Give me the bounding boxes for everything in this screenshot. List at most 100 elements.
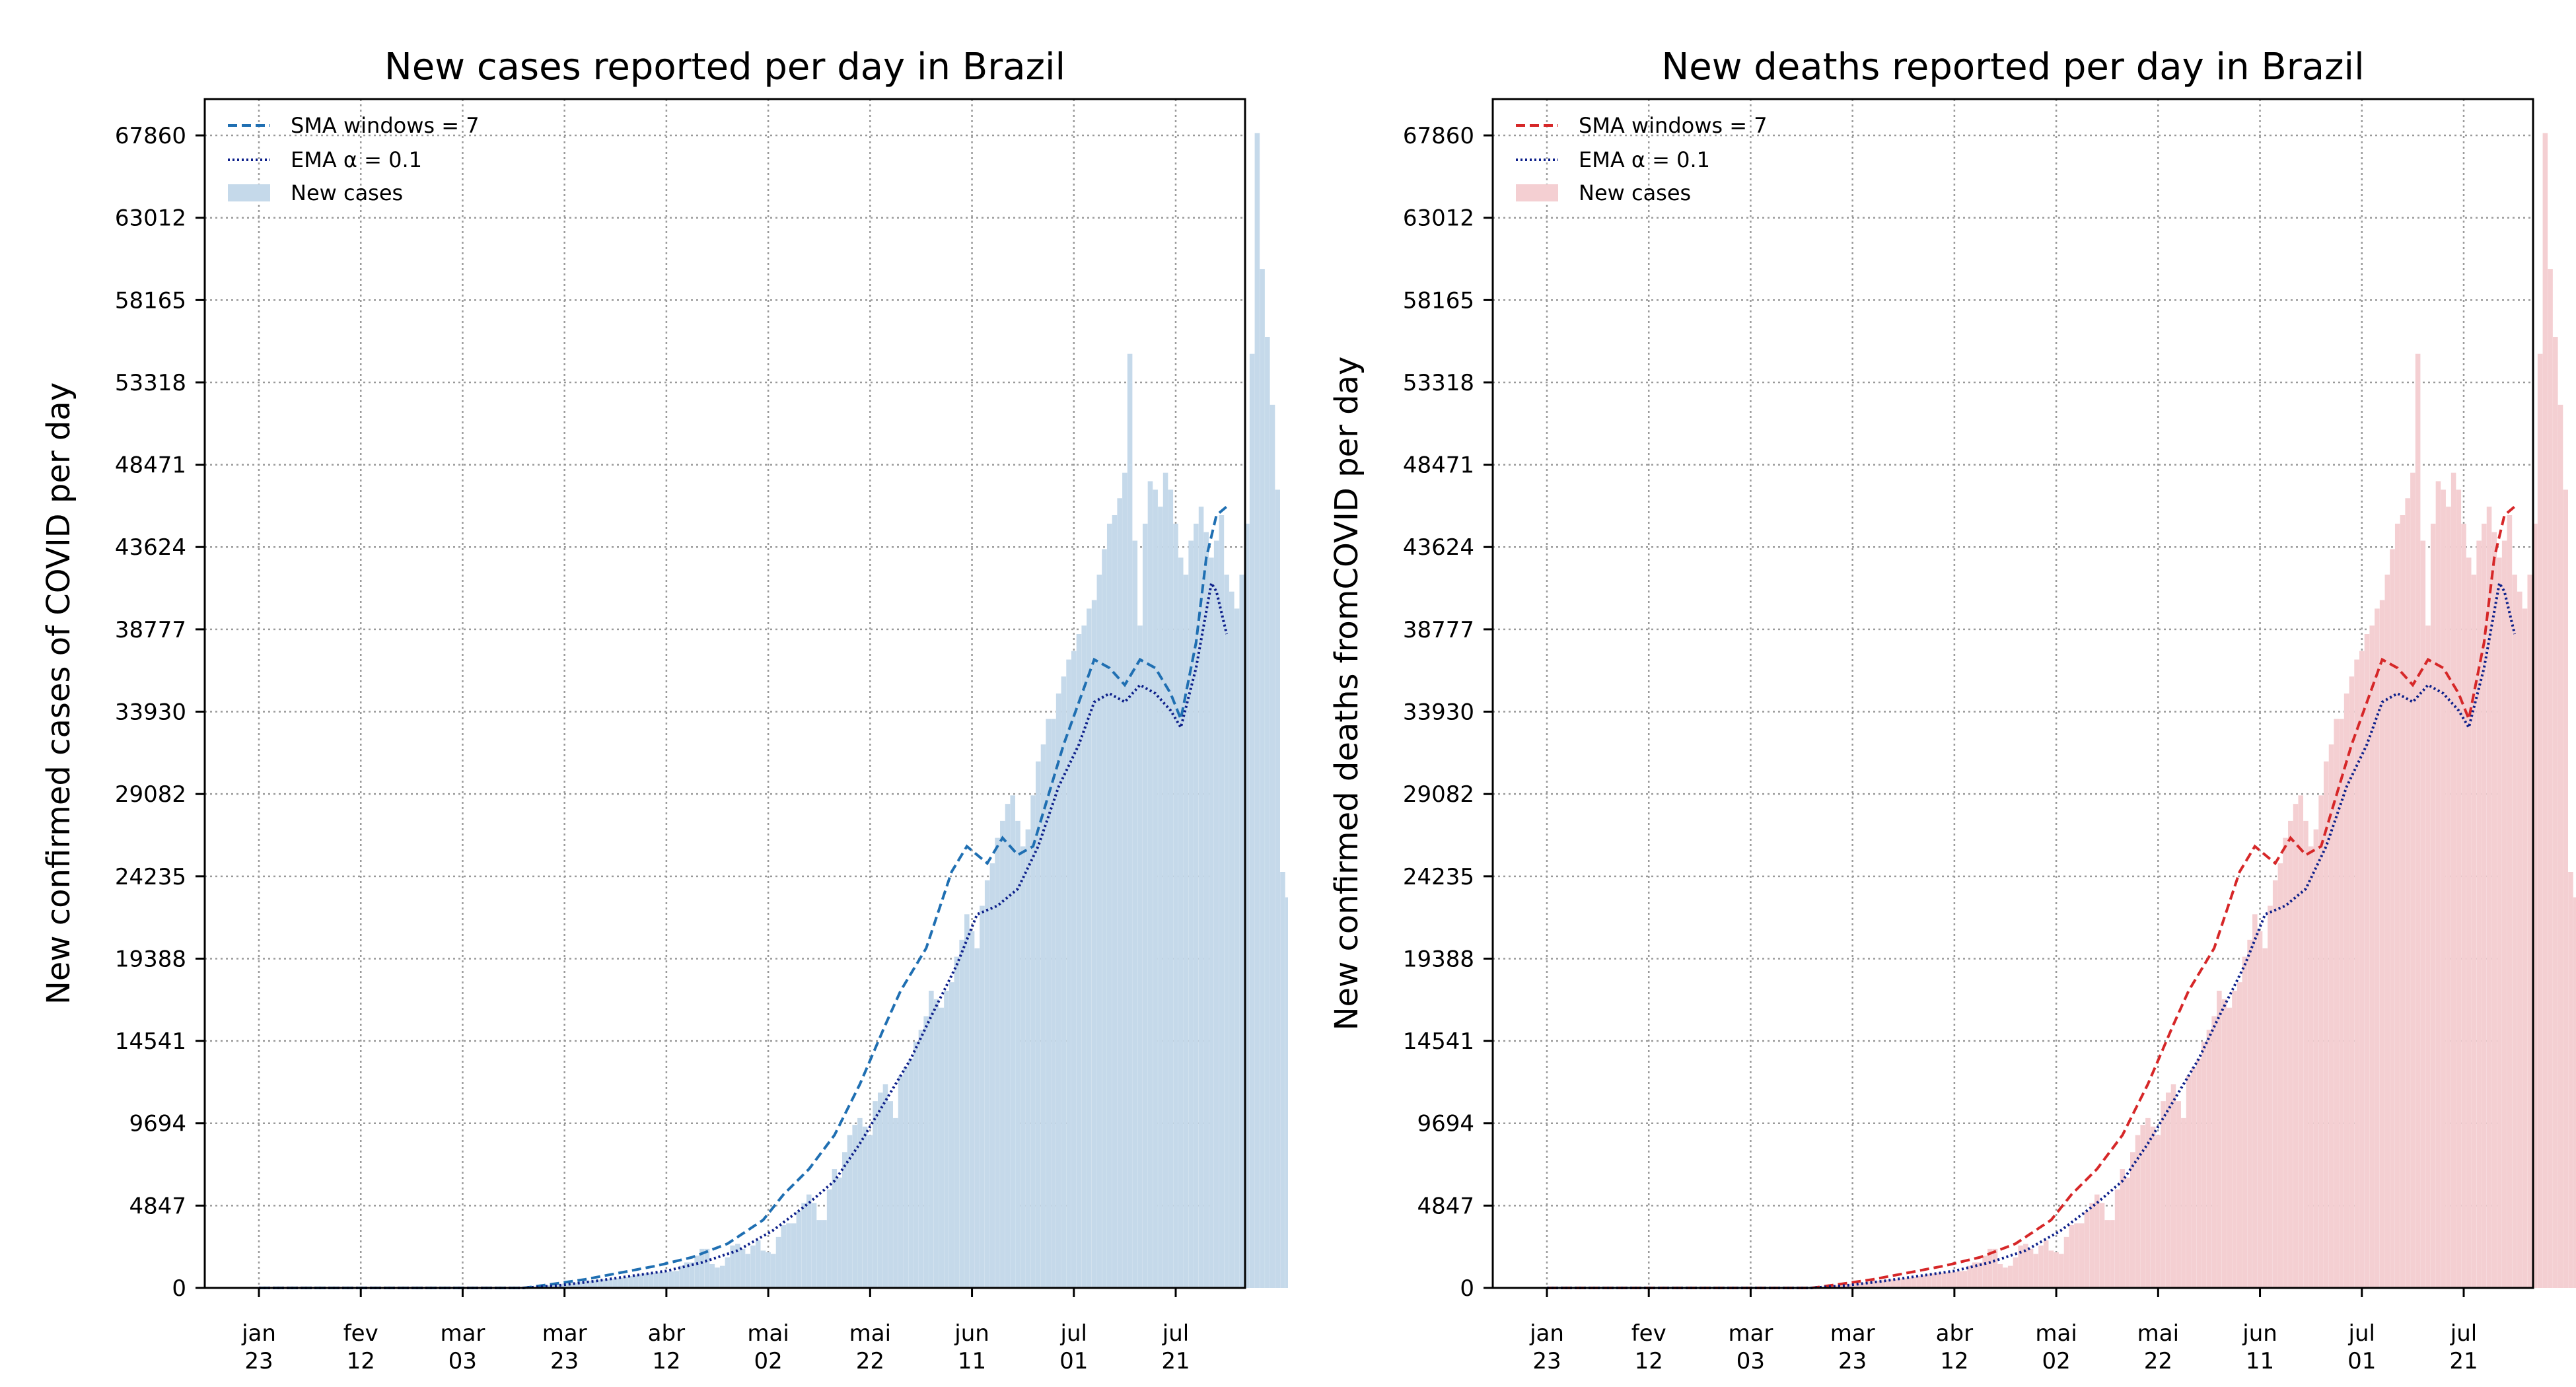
bar <box>1885 1279 1891 1288</box>
bar <box>1249 353 1255 1288</box>
bar <box>2466 557 2472 1289</box>
bar <box>1087 608 1092 1288</box>
bar <box>2242 956 2248 1288</box>
x-tick-label-month: mai <box>747 1320 789 1347</box>
bar <box>1962 1271 1968 1288</box>
x-tick-label-month: fev <box>343 1320 378 1347</box>
bar <box>2048 1250 2054 1288</box>
bar <box>2120 1169 2126 1288</box>
bar <box>964 914 970 1288</box>
bar <box>801 1203 806 1288</box>
x-tick-label-month: jan <box>241 1320 276 1347</box>
bar <box>2272 880 2278 1288</box>
bar <box>1153 489 1158 1288</box>
bar <box>2043 1240 2049 1288</box>
bar <box>2170 1084 2176 1288</box>
bar <box>1030 795 1036 1288</box>
chart-title: New deaths reported per day in Brazil <box>1661 46 2364 89</box>
sma-line <box>259 505 1228 1289</box>
bar <box>913 1042 919 1288</box>
bar <box>1941 1272 1947 1288</box>
bar <box>2018 1245 2023 1288</box>
bar <box>1117 498 1122 1289</box>
bar <box>2497 557 2502 1289</box>
bar <box>826 1189 832 1288</box>
bar <box>1213 540 1219 1288</box>
c0-axes-frame <box>203 98 1246 1289</box>
bar <box>939 1007 945 1288</box>
x-tick-label-day: 02 <box>2042 1348 2070 1374</box>
bar <box>2548 269 2553 1289</box>
bar <box>989 863 995 1288</box>
bar <box>668 1271 674 1288</box>
bar <box>1127 353 1133 1288</box>
bar <box>2262 948 2268 1288</box>
deaths-chart-panel: 0 4847 9694 14541 19388 24235 29082 33930 38777 4… <box>1288 0 2576 1387</box>
y-tick-label: 58165 <box>1403 287 1474 314</box>
bar <box>2456 489 2462 1288</box>
bar <box>1198 507 1204 1289</box>
bar <box>740 1248 746 1288</box>
y-tick-label: 9694 <box>129 1111 186 1137</box>
y-tick-label: 0 <box>1460 1275 1474 1302</box>
bar <box>1224 575 1229 1288</box>
bar <box>618 1277 624 1288</box>
bar <box>694 1256 699 1288</box>
y-tick-label: 33930 <box>1403 699 1474 726</box>
bar <box>2400 515 2406 1288</box>
bar <box>841 1152 847 1288</box>
bar <box>2054 1252 2059 1288</box>
bar <box>2094 1194 2100 1288</box>
x-tick-label-month: mai <box>2137 1320 2179 1347</box>
bar <box>2359 651 2365 1288</box>
y-tick-label: 14541 <box>1403 1028 1474 1055</box>
bar <box>1997 1264 2003 1288</box>
bar <box>597 1279 603 1288</box>
x-tick-label-day: 23 <box>1532 1348 1561 1374</box>
bar <box>1239 575 1245 1288</box>
bar <box>2573 897 2576 1288</box>
bar <box>674 1271 680 1288</box>
c1-axes-frame <box>1491 98 2534 1289</box>
bar <box>771 1254 776 1288</box>
x-tick-label-day: 21 <box>1161 1348 1190 1374</box>
bar <box>1102 549 1107 1288</box>
bar <box>709 1264 715 1288</box>
bar <box>2074 1223 2079 1288</box>
ema-line <box>1547 579 2517 1289</box>
bar <box>1142 523 1148 1288</box>
bar <box>2186 1075 2192 1288</box>
bar <box>2283 837 2288 1288</box>
x-tick-label-day: 01 <box>2347 1348 2376 1374</box>
bar <box>582 1281 588 1288</box>
y-tick-label: 38777 <box>115 617 186 643</box>
bar <box>679 1265 684 1288</box>
bar <box>1015 820 1020 1288</box>
bar <box>1209 557 1214 1289</box>
c0-bars <box>511 133 1288 1289</box>
bar <box>893 1118 898 1288</box>
bar <box>2415 353 2421 1288</box>
bar <box>2161 1101 2166 1288</box>
bar <box>1982 1256 1987 1288</box>
bar <box>2446 507 2451 1289</box>
bar <box>1972 1262 1978 1288</box>
bar <box>1855 1283 1861 1288</box>
bar <box>766 1252 771 1288</box>
bar <box>2201 1042 2207 1288</box>
bar <box>719 1265 725 1288</box>
bar <box>2257 931 2263 1288</box>
bar <box>2129 1152 2135 1288</box>
bar <box>775 1236 781 1288</box>
y-tick-label: 43624 <box>1403 534 1474 561</box>
bar <box>1956 1271 1962 1288</box>
bar <box>2028 1248 2034 1288</box>
x-tick-label-day: 22 <box>856 1348 884 1374</box>
bar <box>760 1250 766 1288</box>
bar <box>2405 498 2410 1289</box>
bar <box>1183 575 1189 1288</box>
bar <box>2277 863 2283 1288</box>
bar <box>750 1245 756 1288</box>
bar <box>1931 1273 1937 1288</box>
bar <box>1911 1277 1916 1288</box>
